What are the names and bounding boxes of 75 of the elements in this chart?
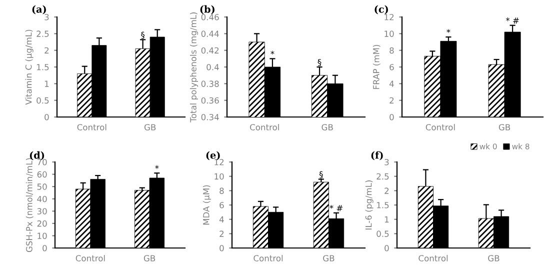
y-tick-label: 0 bbox=[42, 244, 47, 252]
y-tick-label: 0.42 bbox=[201, 47, 219, 54]
y-tick-label: 12 bbox=[384, 14, 394, 20]
y-tick-label: 2.5 bbox=[376, 173, 389, 180]
chart-title: (d) bbox=[30, 151, 44, 160]
x-tick-label: Control bbox=[77, 124, 106, 130]
y-tick-label: 0 bbox=[384, 244, 389, 252]
y-tick-label: 30 bbox=[37, 208, 47, 214]
y-tick-label: 40 bbox=[37, 196, 47, 202]
annotation: * # bbox=[330, 204, 343, 212]
x-tick-label: GB bbox=[144, 124, 156, 130]
y-tick-label: 4 bbox=[219, 216, 224, 222]
x-tick-label: GB bbox=[323, 255, 334, 262]
x-tick-label: GB bbox=[322, 124, 333, 130]
y-axis-title: GSH-Px (nmol/min/mL) bbox=[26, 158, 34, 252]
y-tick-label: 0.5 bbox=[376, 230, 389, 237]
y-tick-label: 2 bbox=[44, 47, 49, 54]
y-tick-label: 0.38 bbox=[201, 80, 219, 87]
y-tick-label: 0.36 bbox=[201, 97, 219, 104]
x-tick-label: Control bbox=[250, 124, 279, 130]
y-axis-title: FRAP (mM) bbox=[372, 45, 380, 89]
y-tick-label: 3 bbox=[384, 158, 389, 166]
y-tick-label: 10 bbox=[214, 173, 224, 180]
y-tick-label: 1.5 bbox=[37, 64, 49, 70]
annotation: § bbox=[319, 171, 323, 178]
y-axis-title: Total polyphenols (mg/mL) bbox=[190, 12, 198, 122]
x-tick-label: GB bbox=[498, 124, 510, 130]
annotation: * bbox=[270, 50, 274, 55]
y-axis-title: MDA (μM) bbox=[202, 185, 211, 225]
y-tick-label: 1 bbox=[44, 80, 49, 87]
y-tick-label: 2 bbox=[390, 97, 394, 104]
y-tick-label: 0.46 bbox=[201, 14, 219, 20]
y-tick-label: 6 bbox=[390, 64, 394, 70]
y-tick-label: 4 bbox=[389, 80, 394, 87]
y-tick-label: 2 bbox=[220, 230, 224, 237]
y-tick-label: 6 bbox=[220, 202, 224, 208]
y-tick-label: 0 bbox=[390, 114, 394, 120]
y-tick-label: 12 bbox=[214, 158, 224, 166]
y-tick-label: 1 bbox=[384, 216, 389, 222]
y-axis-title: IL-6 (pg/mL) bbox=[365, 180, 374, 230]
y-tick-label: 8 bbox=[390, 47, 394, 54]
chart-title: (e) bbox=[206, 151, 220, 160]
annotation: § bbox=[318, 59, 322, 66]
x-tick-label: Control bbox=[76, 254, 105, 262]
y-tick-label: 60 bbox=[37, 171, 47, 178]
y-tick-label: 10 bbox=[384, 30, 394, 37]
y-tick-label: 10 bbox=[38, 232, 47, 239]
x-tick-label: GB bbox=[488, 255, 500, 262]
y-tick-label: 50 bbox=[37, 184, 47, 190]
y-tick-label: 2 bbox=[384, 188, 389, 194]
y-tick-label: 0.34 bbox=[201, 114, 219, 120]
y-tick-label: 0 bbox=[220, 244, 224, 252]
chart-title: (b) bbox=[200, 5, 214, 14]
y-tick-label: 3 bbox=[44, 14, 49, 20]
annotation: * # bbox=[506, 17, 519, 24]
x-tick-label: GB bbox=[144, 255, 156, 262]
chart-title: (c) bbox=[374, 5, 388, 14]
y-tick-label: 8 bbox=[220, 188, 224, 194]
annotation: * bbox=[155, 165, 159, 169]
y-tick-label: 0.44 bbox=[201, 30, 219, 37]
y-tick-label: 2.5 bbox=[36, 30, 49, 37]
x-tick-label: Control bbox=[254, 254, 283, 262]
y-tick-label: 0.4 bbox=[206, 64, 219, 70]
x-tick-label: Control bbox=[426, 124, 455, 130]
y-tick-label: 70 bbox=[37, 158, 47, 166]
x-tick-label: Control bbox=[418, 254, 448, 262]
y-tick-label: 20 bbox=[37, 220, 47, 227]
y-tick-label: 1.5 bbox=[377, 202, 389, 208]
y-tick-label: 0 bbox=[44, 114, 49, 120]
y-axis-title: Vitamin C (μg/mL) bbox=[25, 30, 34, 105]
y-tick-label: 0.5 bbox=[36, 97, 49, 104]
chart-title: (a) bbox=[32, 5, 46, 14]
chart-title: (f) bbox=[371, 151, 383, 160]
annotation: * bbox=[446, 29, 450, 33]
annotation: § bbox=[141, 32, 145, 39]
